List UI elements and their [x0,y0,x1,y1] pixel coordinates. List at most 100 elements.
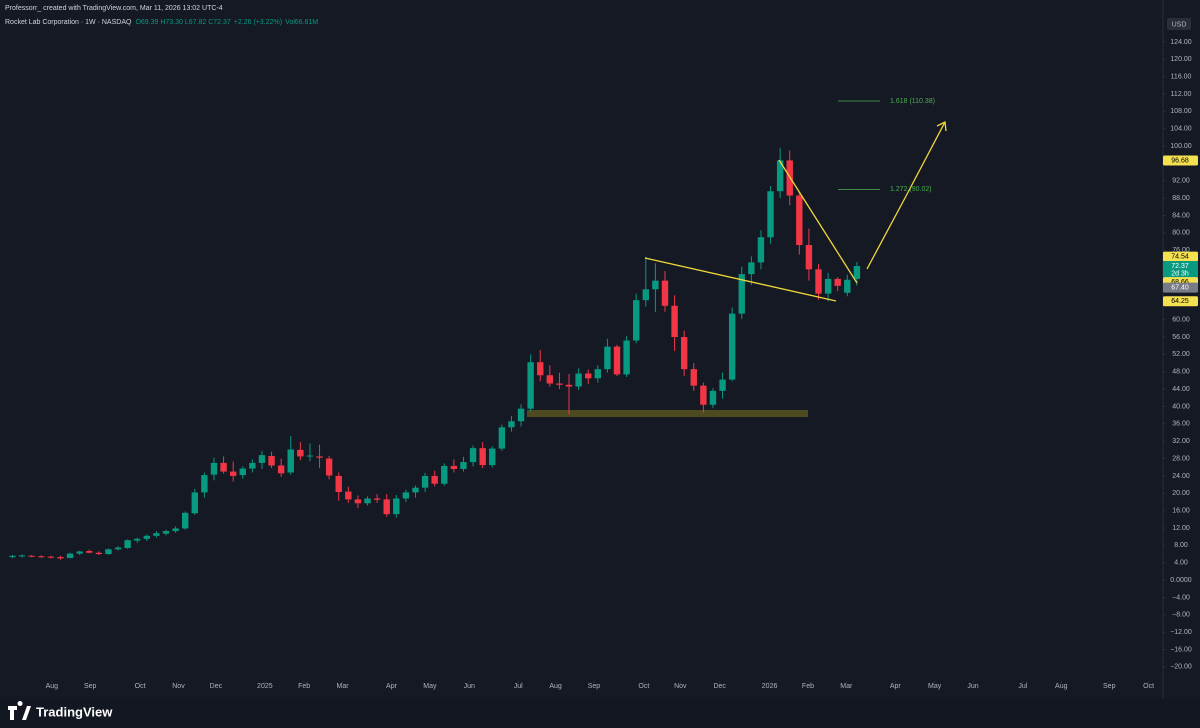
price-label: 67.40 [1163,282,1198,293]
currency-box [1167,18,1191,30]
y-tick-label: 76.00 [1172,247,1190,254]
change: +2.26 (+3.22%) [234,19,282,26]
y-tick-label: 52.00 [1172,351,1190,358]
y-tick-label: 40.00 [1172,403,1190,410]
candle-body [393,498,400,515]
candle-body [815,269,822,294]
y-tick-label: 44.00 [1172,386,1190,393]
y-tick-label: 60.00 [1172,317,1190,324]
y-tick-label: 12.00 [1172,525,1190,532]
x-tick-label: Aug [46,683,59,690]
candle-body [652,280,659,290]
candle-body [844,279,851,293]
candle-body [565,384,573,387]
candle-body [613,346,621,375]
price-label-box [1163,282,1198,293]
y-tick-label: 112.00 [1171,91,1192,98]
candle-body [229,471,237,476]
candle-body [38,556,45,558]
price-label-box [1163,260,1198,278]
y-tick-label: 4.00 [1174,560,1188,567]
candle-body [76,551,83,554]
candle-body [546,375,554,384]
price-label-text: 74.54 [1171,253,1189,260]
x-tick-label: Oct [1143,683,1154,690]
candle-body [594,369,602,379]
x-tick-label: Aug [549,683,562,690]
candle-body [632,300,640,341]
candle-body [527,362,534,409]
x-tick-label: Jun [464,683,475,690]
y-tick-label: 100.00 [1170,143,1192,150]
candle-body [18,555,26,557]
y-tick-label: −8.00 [1172,612,1190,619]
candle-body [66,553,74,558]
candle-body [441,465,448,484]
candle-body [719,379,726,391]
x-tick-label: Dec [713,683,726,690]
x-tick-label: Apr [386,683,398,690]
y-tick-label: −16.00 [1170,646,1192,653]
y-tick-label: 0.0000 [1170,577,1192,584]
candle-body [421,475,429,488]
candle-body [585,373,592,379]
y-tick-label: 80.00 [1172,230,1190,237]
candle-body [210,462,218,475]
y-tick-label: −4.00 [1172,594,1190,601]
candle-body [258,455,266,463]
y-tick-label: 16.00 [1172,507,1190,514]
candle-body [776,160,784,192]
price-axis [1163,0,1200,698]
y-tick-label: 48.00 [1172,369,1190,376]
candle-body [239,468,246,476]
x-tick-label: Dec [210,683,223,690]
price-label-text: 72.37 [1171,263,1189,270]
candle-body [757,237,765,263]
y-tick-label: 32.00 [1172,438,1190,445]
candle-body [287,449,294,473]
candle-body [143,535,151,539]
candle-body [325,458,333,476]
candle-body [268,455,275,466]
candle-body [57,557,64,559]
candle-body [498,427,506,449]
candle-body [460,462,467,469]
candle-body [575,373,582,387]
candle-body [316,456,323,458]
candle-body [153,533,160,536]
price-label-text: 68.66 [1171,279,1189,286]
candle-body [661,280,669,306]
candle-body [700,385,707,405]
candle-body [181,512,189,529]
trendline [644,257,837,302]
y-tick-label: −20.00 [1170,664,1192,671]
arrow-head [936,121,947,132]
y-tick-label: 92.00 [1172,178,1190,185]
x-tick-label: May [928,683,942,690]
candle-body [748,262,755,275]
y-tick-label: 104.00 [1170,126,1192,133]
candle-body [853,265,861,279]
candle-body [517,408,525,422]
candle-body [335,475,342,492]
trendline [778,159,858,284]
x-tick-label: Oct [135,683,146,690]
candle-body [431,475,438,484]
price-label: 64.25 [1163,296,1198,307]
candle-body [277,465,285,474]
candle-body [373,498,381,500]
x-tick-label: Apr [890,683,902,690]
logo: TradingView [8,701,113,720]
candle-body [412,487,419,493]
candle-body [834,278,841,286]
candle-body [86,551,93,553]
candle-body [728,313,736,380]
candle-body [537,362,544,376]
candle-body [671,305,678,338]
y-tick-label: −12.00 [1170,629,1192,636]
candle-body [162,531,170,534]
volume: Vol66.81M [285,19,318,26]
candle-body [680,337,688,370]
